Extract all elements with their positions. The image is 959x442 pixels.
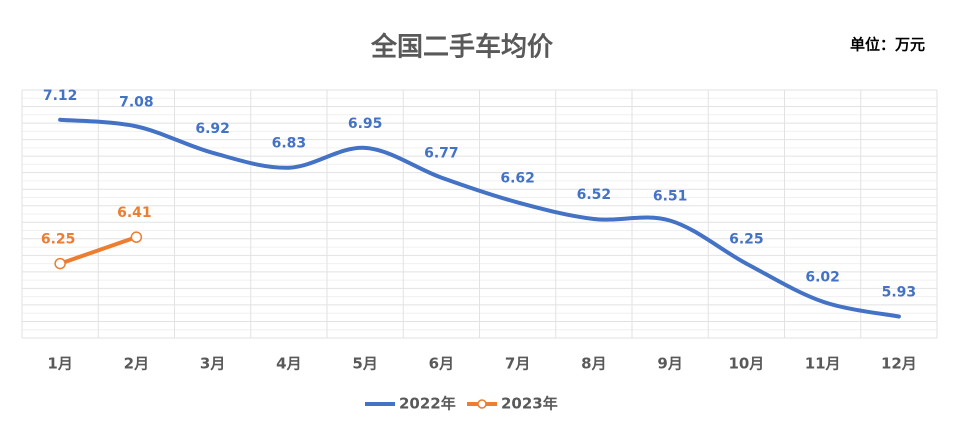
- data-label: 7.08: [119, 94, 154, 110]
- x-tick-label: 10月: [728, 355, 764, 373]
- data-label: 6.41: [117, 205, 152, 221]
- data-label: 6.62: [500, 170, 535, 186]
- data-label: 6.83: [272, 136, 307, 152]
- x-tick-label: 3月: [200, 355, 225, 373]
- data-label: 6.25: [729, 232, 764, 248]
- x-tick-label: 11月: [805, 355, 841, 373]
- x-tick-label: 6月: [429, 355, 454, 373]
- chart-title: 全国二手车均价: [370, 32, 554, 63]
- data-label: 6.95: [348, 116, 383, 132]
- x-tick-label: 2月: [124, 355, 149, 373]
- point-marker: [54, 257, 66, 270]
- data-label: 7.12: [43, 88, 78, 104]
- x-tick-label: 5月: [352, 355, 377, 373]
- x-tick-label: 7月: [505, 355, 530, 373]
- series-line: [58, 117, 901, 319]
- data-label: 5.93: [882, 285, 917, 301]
- data-label: 6.52: [577, 187, 612, 203]
- point-marker: [130, 231, 143, 243]
- x-tick-label: 9月: [657, 355, 682, 373]
- legend-label: 2022年: [399, 395, 456, 413]
- data-label: 6.77: [424, 146, 459, 162]
- x-tick-label: 1月: [47, 355, 72, 373]
- data-label: 6.02: [805, 270, 840, 286]
- x-tick-label: 4月: [276, 355, 301, 373]
- legend-marker: [477, 399, 487, 409]
- legend-label: 2023年: [501, 395, 558, 413]
- data-label: 6.92: [195, 121, 230, 137]
- x-tick-label: 8月: [581, 355, 606, 373]
- unit-note: 单位：万元: [850, 36, 925, 54]
- data-label: 6.51: [653, 189, 688, 205]
- data-label: 6.25: [41, 232, 76, 248]
- x-tick-label: 12月: [881, 355, 917, 373]
